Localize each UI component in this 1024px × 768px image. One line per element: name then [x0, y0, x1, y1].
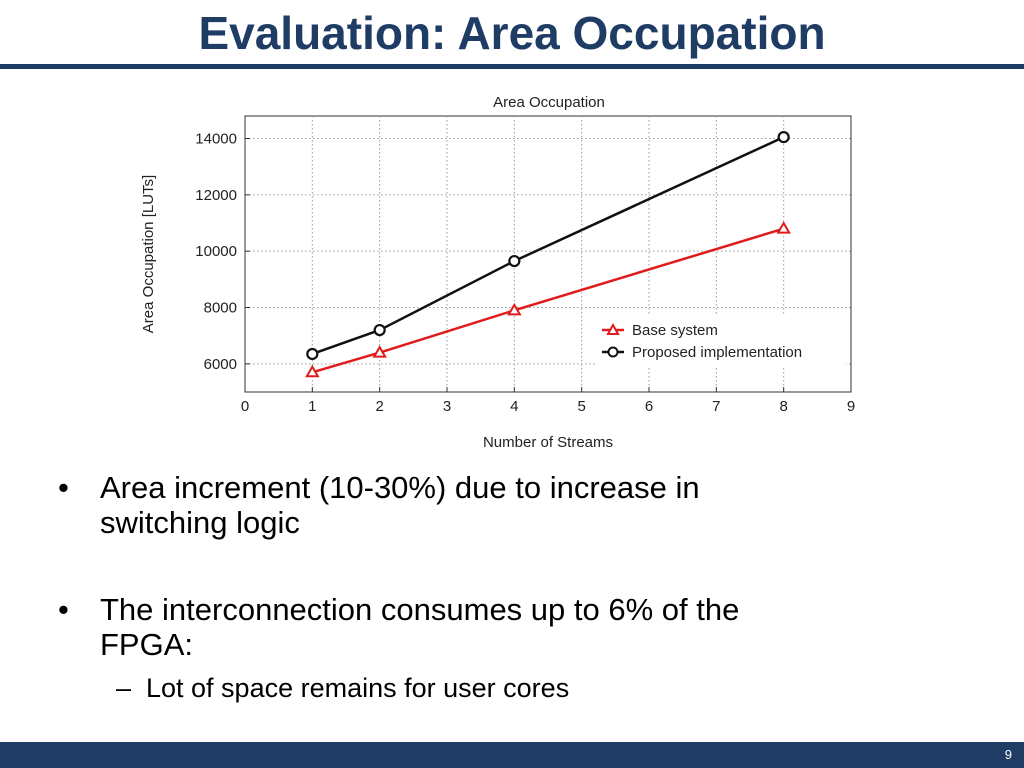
- legend-label-proposed: Proposed implementation: [632, 344, 802, 361]
- x-tick-label: 2: [375, 398, 383, 415]
- axis-ticks: 0 1 2 3 4 5 6 7 8 9 6000 8000 10000 12000 14000: [195, 131, 855, 415]
- chart-legend: Base system Proposed implementation: [596, 316, 846, 368]
- y-tick-label: 6000: [204, 356, 237, 373]
- chart-svg: Area Occupation 0 1 2 3 4 5 6 7 8 9 6000 8000 10000 1…: [140, 94, 855, 451]
- x-tick-label: 0: [241, 398, 249, 415]
- sub-bullet-user-cores: – Lot of space remains for user cores: [116, 672, 958, 704]
- data-point-triangle: [372, 345, 387, 358]
- data-point-triangle: [776, 221, 791, 234]
- legend-item-base: Base system: [602, 322, 718, 339]
- slide-title: Evaluation: Area Occupation: [198, 7, 826, 59]
- x-tick-label: 8: [779, 398, 787, 415]
- bullet-marker: •: [58, 592, 69, 627]
- bullet-text-line: The interconnection consumes up to 6% of…: [100, 592, 740, 627]
- x-tick-label: 7: [712, 398, 720, 415]
- bullet-text-line: FPGA:: [100, 627, 194, 662]
- sub-bullet-text: Lot of space remains for user cores: [146, 673, 570, 703]
- y-tick-label: 12000: [195, 187, 237, 204]
- bullet-area-increment: • Area increment (10-30%) due to increas…: [58, 470, 958, 540]
- y-axis-label: Area Occupation [LUTs]: [140, 175, 157, 333]
- x-tick-label: 9: [847, 398, 855, 415]
- data-point-triangle: [305, 364, 320, 378]
- series-layer: [305, 131, 791, 378]
- legend-background: [596, 316, 846, 368]
- legend-item-proposed: Proposed implementation: [602, 344, 802, 361]
- bullet-text-line: Area increment (10-30%) due to increase …: [100, 470, 700, 505]
- chart-title: Area Occupation: [493, 94, 605, 111]
- x-tick-label: 4: [510, 398, 518, 415]
- x-tick-label: 5: [577, 398, 585, 415]
- y-tick-label: 14000: [195, 131, 237, 148]
- bullet-text-line: switching logic: [100, 505, 300, 540]
- area-occupation-chart: Area Occupation 0 1 2 3 4 5 6 7 8 9 6000 8000 10000 1…: [130, 88, 870, 456]
- footer-bar: 9: [0, 742, 1024, 768]
- page-number: 9: [1004, 747, 1012, 762]
- title-divider: [0, 64, 1024, 69]
- bullet-interconnection: • The interconnection consumes up to 6% …: [58, 592, 958, 662]
- data-point-circle: [373, 323, 386, 337]
- triangle-marker-icon: [606, 322, 620, 335]
- data-point-circle: [306, 347, 319, 361]
- data-point-circle: [508, 254, 521, 268]
- x-tick-label: 1: [308, 398, 316, 415]
- data-point-circle: [777, 131, 790, 144]
- x-tick-label: 3: [443, 398, 451, 415]
- series-line-1: [311, 135, 785, 356]
- y-tick-label: 10000: [195, 243, 237, 260]
- series-line-0: [311, 227, 785, 374]
- bullet-marker: •: [58, 470, 69, 505]
- data-point-triangle: [507, 302, 522, 316]
- circle-marker-icon: [607, 346, 619, 358]
- x-tick-label: 6: [645, 398, 653, 415]
- bullet-list: • Area increment (10-30%) due to increas…: [58, 470, 958, 704]
- sub-bullet-marker: –: [116, 673, 132, 703]
- y-tick-label: 8000: [204, 300, 237, 317]
- x-axis-label: Number of Streams: [483, 434, 613, 451]
- legend-label-base: Base system: [632, 322, 718, 339]
